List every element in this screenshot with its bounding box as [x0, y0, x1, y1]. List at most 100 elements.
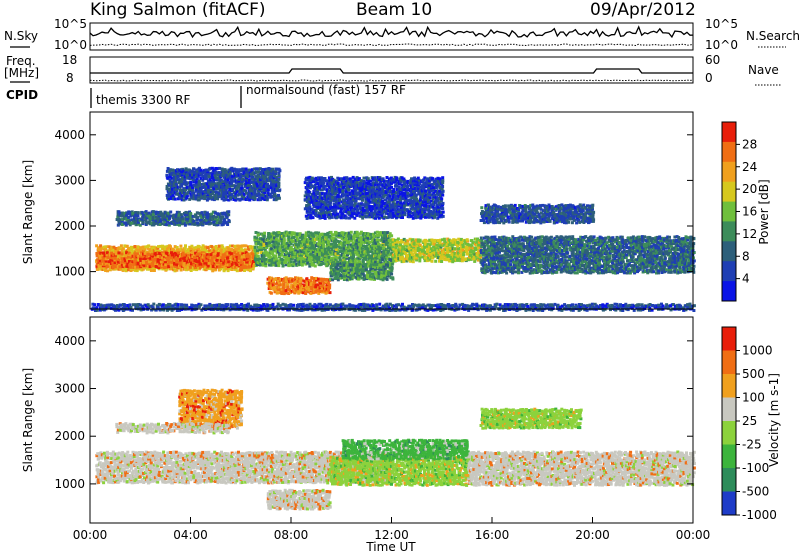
heatmap-cell [515, 250, 519, 254]
heatmap-cell [192, 263, 196, 267]
heatmap-cell [641, 257, 645, 261]
heatmap-cell [176, 254, 180, 258]
heatmap-cell [524, 236, 528, 240]
heatmap-cell [349, 256, 353, 259]
heatmap-cell [399, 247, 403, 251]
heatmap-cell [290, 283, 294, 287]
heatmap-cell [297, 277, 301, 281]
heatmap-cell [278, 261, 282, 265]
heatmap-cell [611, 271, 615, 275]
heatmap-cell [292, 262, 296, 266]
heatmap-cell [495, 269, 499, 273]
heatmap-cell [571, 240, 575, 244]
heatmap-cell [298, 288, 302, 292]
heatmap-cell [264, 262, 268, 266]
heatmap-cell [313, 257, 317, 261]
heatmap-cell [476, 258, 480, 262]
heatmap-cell [117, 267, 121, 271]
heatmap-cell [298, 232, 302, 236]
heatmap-cell [375, 249, 379, 253]
heatmap-cell [184, 244, 187, 248]
heatmap-cell [214, 245, 218, 248]
heatmap-cell [558, 248, 562, 252]
heatmap-cell [189, 253, 193, 257]
heatmap-cell [148, 262, 152, 266]
heatmap-cell [525, 241, 529, 245]
heatmap-cell [147, 253, 151, 257]
heatmap-cell [459, 243, 463, 247]
heatmap-cell [561, 269, 565, 273]
heatmap-cell [627, 269, 631, 273]
heatmap-cell [454, 241, 458, 245]
heatmap-cell [505, 271, 509, 275]
heatmap-cell [468, 245, 472, 249]
heatmap-cell [514, 244, 518, 248]
heatmap-cell [337, 272, 341, 276]
heatmap-cell [314, 290, 318, 293]
heatmap-cell [231, 254, 235, 258]
heatmap-cell [319, 285, 323, 289]
heatmap-cell [171, 263, 175, 267]
heatmap-cell [535, 248, 539, 252]
heatmap-cell [393, 240, 397, 244]
heatmap-cell [598, 253, 602, 257]
heatmap-cell [442, 247, 446, 251]
heatmap-cell [374, 260, 378, 264]
heatmap-cell [329, 230, 333, 234]
heatmap-cell [470, 247, 474, 251]
heatmap-cell [592, 235, 596, 239]
heatmap-cell [307, 288, 311, 292]
nave-trace [89, 79, 694, 82]
heatmap-cell [343, 261, 347, 265]
heatmap-cell [187, 247, 191, 251]
heatmap-cell [227, 260, 231, 264]
heatmap-cell [163, 247, 167, 251]
heatmap-cell [615, 266, 618, 270]
heatmap-cell [108, 262, 112, 266]
heatmap-cell [472, 257, 476, 261]
heatmap-cell [317, 277, 320, 281]
heatmap-cell [567, 270, 571, 274]
heatmap-cell [519, 262, 523, 266]
heatmap-cell [473, 259, 477, 263]
heatmap-cell [370, 257, 374, 261]
heatmap-cell [285, 252, 289, 256]
heatmap-cell [465, 244, 469, 248]
heatmap-cell [395, 251, 399, 255]
heatmap-cell [255, 249, 259, 253]
heatmap-cell [629, 248, 633, 252]
heatmap-cell [264, 264, 268, 268]
heatmap-cell [220, 247, 224, 251]
heatmap-cell [499, 238, 502, 242]
heatmap-cell [527, 254, 530, 258]
heatmap-cell [526, 267, 530, 271]
heatmap-cell [560, 252, 564, 256]
heatmap-cell [148, 265, 152, 268]
heatmap-cell [140, 251, 143, 255]
heatmap-cell [479, 251, 483, 254]
heatmap-cell [619, 263, 623, 267]
heatmap-cell [480, 239, 484, 242]
heatmap-cell [101, 268, 105, 271]
heatmap-cell [125, 256, 129, 260]
heatmap-cell [504, 244, 508, 248]
heatmap-cell [282, 234, 286, 238]
heatmap-cell [347, 249, 351, 253]
heatmap-cell [288, 231, 292, 235]
heatmap-cell [567, 262, 571, 266]
heatmap-cell [377, 253, 381, 257]
heatmap-cell [611, 242, 615, 246]
heatmap-cell [494, 244, 497, 248]
heatmap-cell [531, 241, 535, 245]
heatmap-cell [105, 262, 109, 266]
heatmap-cell [302, 240, 306, 244]
heatmap-cell [342, 256, 346, 260]
heatmap-cell [358, 275, 362, 279]
heatmap-cell [443, 258, 447, 261]
heatmap-cell [231, 244, 235, 248]
heatmap-cell [184, 249, 188, 253]
heatmap-cell [612, 253, 615, 257]
heatmap-cell [641, 249, 645, 253]
heatmap-cell [237, 246, 241, 250]
